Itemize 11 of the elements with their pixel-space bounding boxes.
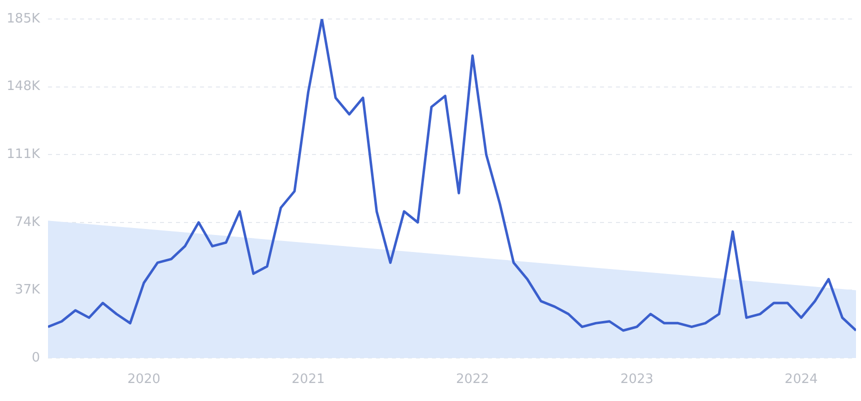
y-tick-label: 0	[32, 350, 40, 366]
x-tick-label: 2021	[292, 372, 325, 388]
y-tick-label: 111K	[6, 146, 40, 162]
y-tick-label: 185K	[6, 11, 40, 26]
y-tick-label: 148K	[6, 79, 40, 94]
y-tick-label: 37K	[14, 282, 40, 298]
x-tick-label: 2020	[127, 372, 160, 388]
x-tick-label: 2024	[784, 372, 818, 388]
x-tick-label: 2023	[620, 372, 654, 388]
y-tick-label: 74K	[14, 214, 40, 230]
x-tick-label: 2022	[456, 372, 490, 388]
